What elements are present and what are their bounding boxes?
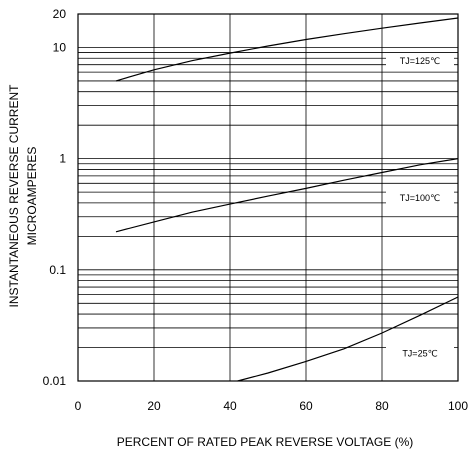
y-tick-label: 10 (53, 40, 67, 54)
y-tick-label: 20 (53, 7, 67, 21)
x-tick-label: 20 (147, 399, 161, 413)
y-axis-label-line-2: MICROAMPERES (25, 147, 39, 246)
x-tick-labels: 0 20 40 60 80 100 (75, 399, 469, 413)
series-label-bg (386, 52, 454, 67)
y-tick-label: 0.01 (43, 374, 67, 388)
series-label-0: TJ=125℃ (400, 56, 440, 66)
x-tick-label: 60 (299, 399, 313, 413)
series-label-1: TJ=100℃ (400, 193, 440, 203)
plot-frame (77, 13, 459, 382)
x-axis-label: PERCENT OF RATED PEAK REVERSE VOLTAGE (%… (117, 435, 414, 449)
series-curve-2 (237, 296, 459, 382)
x-tick-label: 80 (375, 399, 389, 413)
x-tick-label: 100 (448, 399, 468, 413)
series-curve-1 (115, 158, 459, 233)
y-tick-label: 1 (59, 152, 66, 166)
y-axis-label-line-1: INSTANTANEOUS REVERSE CURRENT (7, 84, 21, 308)
x-tick-label: 0 (75, 399, 82, 413)
series-label-2: TJ=25℃ (402, 348, 437, 358)
series-curves (115, 17, 459, 382)
y-tick-labels: 0.01 0.1 1 10 20 (43, 7, 67, 388)
y-tick-label: 0.1 (49, 263, 66, 277)
series-curve-0 (115, 17, 459, 82)
x-tick-label: 40 (223, 399, 237, 413)
series-labels: TJ=125℃ TJ=100℃ TJ=25℃ (386, 52, 454, 360)
series-label-bg (386, 345, 454, 360)
series-label-bg (386, 189, 454, 204)
